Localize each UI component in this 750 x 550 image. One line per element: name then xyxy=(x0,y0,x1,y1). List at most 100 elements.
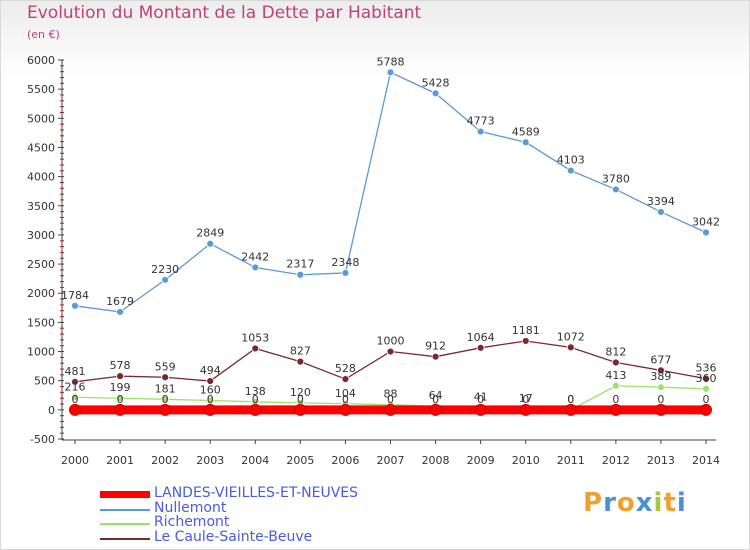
data-point xyxy=(566,343,575,352)
data-point xyxy=(161,275,170,284)
data-point xyxy=(611,381,620,390)
data-label: 4773 xyxy=(467,115,495,128)
data-point xyxy=(564,403,577,416)
x-tick-label: 2005 xyxy=(286,454,314,467)
y-tick-label: 2500 xyxy=(27,258,55,271)
data-point xyxy=(71,377,79,386)
chart-unit: (en €) xyxy=(27,28,60,41)
y-tick-label: 500 xyxy=(34,375,55,388)
data-label: 5428 xyxy=(422,76,450,89)
data-label: 0 xyxy=(567,393,574,406)
data-point xyxy=(161,373,170,382)
data-label: 5788 xyxy=(377,55,405,68)
x-tick-label: 2012 xyxy=(602,454,630,467)
data-point xyxy=(431,89,440,98)
data-point xyxy=(474,403,487,416)
legend-item: Nullemont xyxy=(100,500,400,517)
data-label: 827 xyxy=(290,345,311,358)
data-label-layer: 0 0 0 0 0 0 0 0 0 0 0 0 0 0 0 1784 1679 2230 2849 2442 2317 2… xyxy=(61,55,720,405)
data-label: 1064 xyxy=(467,331,495,344)
x-tick-label: 2002 xyxy=(151,454,179,467)
y-tick-label: 3500 xyxy=(27,200,55,213)
data-point xyxy=(296,270,305,279)
data-label: 2442 xyxy=(241,250,269,263)
x-tick-label: 2011 xyxy=(557,454,585,467)
data-label: 0 xyxy=(342,393,349,406)
data-label: 1000 xyxy=(377,335,405,348)
data-point xyxy=(521,138,530,147)
x-tick-label: 2000 xyxy=(61,454,89,467)
x-tick-label: 2007 xyxy=(377,454,405,467)
series-layer xyxy=(69,68,712,416)
data-point xyxy=(611,185,620,194)
y-tick-label: 0 xyxy=(48,404,55,417)
x-tick-label: 2009 xyxy=(467,454,495,467)
legend-swatch xyxy=(100,508,150,511)
data-label: 1679 xyxy=(106,295,134,308)
data-label: 0 xyxy=(297,393,304,406)
data-label: 578 xyxy=(110,359,131,372)
chart-axes: -500 0 500 1000 1500 2000 2500 3000 3500 4000 4500… xyxy=(27,54,720,467)
data-point xyxy=(386,347,395,356)
data-point xyxy=(249,403,262,416)
data-label: 2849 xyxy=(196,227,224,240)
x-tick-label: 2008 xyxy=(422,454,450,467)
legend-item: Le Caule-Sainte-Beuve xyxy=(100,529,400,546)
data-label: 0 xyxy=(477,393,484,406)
data-point xyxy=(339,403,352,416)
data-label: 360 xyxy=(696,372,717,385)
x-tick-label: 2004 xyxy=(241,454,269,467)
data-label: 389 xyxy=(650,370,671,383)
y-tick-label: 1000 xyxy=(27,346,55,359)
data-label: 0 xyxy=(432,393,439,406)
data-label: 1784 xyxy=(61,289,89,302)
data-point xyxy=(159,403,172,416)
data-label: 0 xyxy=(252,393,259,406)
data-point xyxy=(476,343,485,352)
data-label: 0 xyxy=(612,393,619,406)
data-label: 536 xyxy=(696,362,717,375)
y-tick-label: 4000 xyxy=(27,171,55,184)
data-label: 1181 xyxy=(512,324,540,337)
data-label: 481 xyxy=(65,365,86,378)
data-point xyxy=(657,383,665,392)
data-label: 0 xyxy=(522,393,529,406)
data-label: 120 xyxy=(290,386,311,399)
data-label: 1053 xyxy=(241,331,269,344)
y-tick-label: 2000 xyxy=(27,287,55,300)
y-tick-label: 4500 xyxy=(27,141,55,154)
data-label: 64 xyxy=(429,389,443,402)
data-label: 88 xyxy=(384,388,398,401)
legend-item: Richemont xyxy=(100,514,400,531)
data-label: 3394 xyxy=(647,195,675,208)
data-point xyxy=(69,403,81,416)
data-label: 0 xyxy=(72,393,79,406)
x-tick-label: 2001 xyxy=(106,454,134,467)
data-point xyxy=(206,377,215,385)
data-label: 0 xyxy=(207,393,214,406)
data-point xyxy=(296,357,305,366)
data-point xyxy=(114,403,127,416)
data-point xyxy=(206,239,215,248)
data-point xyxy=(702,384,710,393)
y-tick-label: 5500 xyxy=(27,83,55,96)
data-point xyxy=(657,208,665,216)
data-point xyxy=(700,403,712,416)
data-point xyxy=(611,358,620,367)
data-label: 0 xyxy=(657,393,664,406)
data-label: 812 xyxy=(605,346,626,359)
data-label: 2230 xyxy=(151,263,179,276)
x-tick-label: 2013 xyxy=(647,454,675,467)
data-point xyxy=(654,403,667,416)
data-point xyxy=(384,403,397,416)
data-point xyxy=(251,263,260,272)
data-label: 0 xyxy=(162,393,169,406)
x-tick-label: 2010 xyxy=(512,454,540,467)
data-point xyxy=(386,68,395,77)
series-line xyxy=(74,71,707,313)
data-point xyxy=(71,393,79,402)
legend-swatch xyxy=(100,537,150,540)
data-label: 0 xyxy=(703,393,710,406)
